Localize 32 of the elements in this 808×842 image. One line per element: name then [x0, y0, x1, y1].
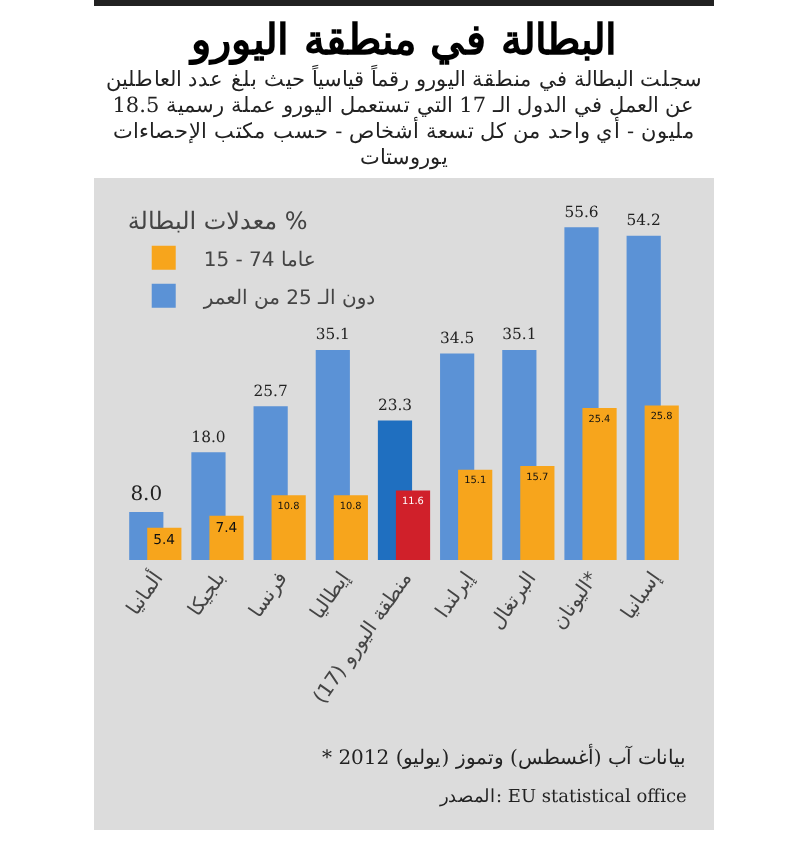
data-label: 8.0 [130, 484, 163, 507]
text: المصدر: EU statistical office [438, 788, 687, 808]
x-tick-label: ألمانيا [120, 565, 169, 620]
bar [520, 466, 555, 560]
data-label: 35.1 [315, 325, 350, 344]
x-tick-label: إيرلندا [432, 568, 480, 623]
x-tick-label: إيطاليا [307, 568, 356, 624]
data-label: 18.0 [191, 427, 226, 446]
chart-subtitle: سجلت البطالة في منطقة اليورو رقماً قياسياً حيث بلغ عدد العاطلين عن العمل في الدول الـ 17 التي تستعمل اليورو عملة رسمية 18.5 مليون - أي واحد من كل تسعة أشخاص - حسب مكتب الإحصاءات يوروستات [103, 68, 705, 174]
data-label: 54.2 [626, 211, 661, 230]
legend-title: معدلات البطالة % [127, 206, 308, 235]
bar [458, 469, 493, 560]
chart-title: البطالة في منطقة اليورو [94, 0, 714, 68]
x-tick-label: البرتغال [486, 568, 542, 635]
bar [582, 408, 617, 560]
x-tick-label: فرنسا [245, 568, 293, 623]
data-label: 23.3 [377, 395, 413, 414]
bar [644, 405, 679, 560]
data-label: 35.1 [502, 325, 537, 344]
x-tick-label: إسبانيا [617, 568, 667, 624]
x-tick-label: اليونان* [548, 568, 604, 634]
bar [395, 490, 431, 560]
data-label: 55.6 [564, 202, 599, 221]
text: * بيانات آب (أغسطس) وتموز (يوليو) 2012 [322, 744, 687, 770]
data-label: 34.5 [440, 328, 475, 347]
bar [271, 495, 306, 560]
x-tick-label: بلجيكا [184, 568, 231, 621]
bar [209, 515, 244, 560]
legend-label: 15 - 74 عاما [203, 249, 316, 272]
data-label: 25.7 [253, 381, 288, 400]
bar [333, 495, 368, 560]
legend-label: دون الـ 25 من العمر [201, 287, 376, 310]
